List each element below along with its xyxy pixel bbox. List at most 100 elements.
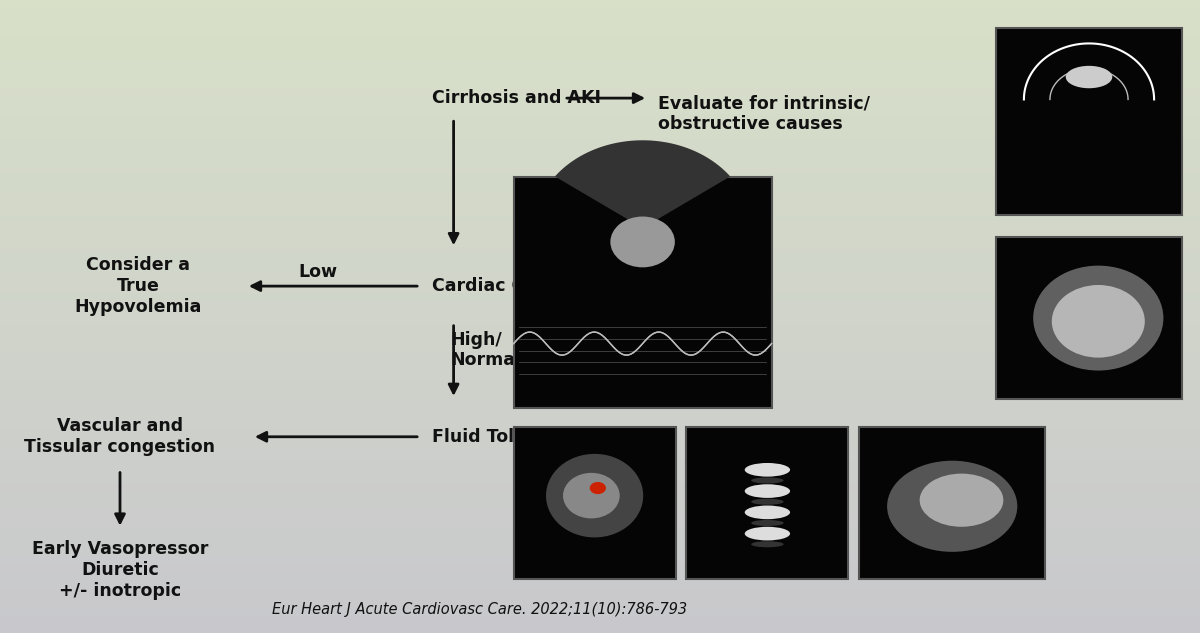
Bar — [0, 396, 1200, 399]
Ellipse shape — [745, 527, 790, 541]
Bar — [0, 434, 1200, 437]
Bar — [0, 177, 1200, 180]
Bar — [0, 47, 1200, 51]
Bar — [0, 146, 1200, 149]
Bar — [0, 168, 1200, 171]
Bar — [0, 567, 1200, 570]
Ellipse shape — [887, 461, 1018, 552]
Bar — [0, 291, 1200, 294]
Bar — [0, 225, 1200, 228]
Bar — [0, 316, 1200, 320]
Ellipse shape — [1033, 266, 1163, 370]
Bar — [0, 446, 1200, 449]
Bar — [0, 269, 1200, 272]
Bar — [0, 16, 1200, 19]
Bar — [0, 35, 1200, 38]
Text: Fluid Tolerance: Fluid Tolerance — [432, 428, 581, 446]
Bar — [0, 424, 1200, 427]
Bar — [0, 149, 1200, 152]
Bar — [0, 95, 1200, 98]
Bar — [0, 541, 1200, 544]
Bar — [0, 6, 1200, 9]
Bar — [0, 462, 1200, 465]
Bar — [0, 60, 1200, 63]
Bar — [0, 203, 1200, 206]
Bar — [0, 503, 1200, 506]
Bar — [0, 253, 1200, 256]
Bar — [0, 475, 1200, 478]
Bar — [0, 51, 1200, 54]
Bar — [0, 184, 1200, 187]
Bar — [0, 285, 1200, 288]
Bar — [0, 25, 1200, 28]
Bar — [0, 484, 1200, 487]
Bar — [0, 551, 1200, 554]
Ellipse shape — [751, 520, 784, 526]
Bar — [0, 123, 1200, 127]
Bar — [0, 158, 1200, 161]
Bar — [0, 418, 1200, 421]
Bar — [0, 342, 1200, 345]
Bar — [0, 335, 1200, 339]
Bar — [0, 538, 1200, 541]
Bar — [0, 190, 1200, 193]
Bar — [0, 212, 1200, 215]
Bar — [0, 307, 1200, 310]
Bar — [0, 139, 1200, 142]
Text: Eur Heart J Acute Cardiovasc Care. 2022;11(10):786-793: Eur Heart J Acute Cardiovasc Care. 2022;… — [272, 602, 688, 617]
Bar — [0, 320, 1200, 323]
Bar — [0, 101, 1200, 104]
Bar — [0, 22, 1200, 25]
Ellipse shape — [1066, 66, 1112, 88]
Bar — [0, 215, 1200, 218]
Bar — [0, 108, 1200, 111]
Bar — [0, 472, 1200, 475]
Bar — [0, 380, 1200, 383]
Ellipse shape — [745, 463, 790, 477]
Bar — [0, 532, 1200, 535]
Bar — [0, 120, 1200, 123]
Bar — [0, 456, 1200, 459]
Bar — [514, 177, 772, 408]
Bar — [0, 624, 1200, 627]
Bar — [0, 386, 1200, 389]
Ellipse shape — [611, 216, 674, 267]
Bar — [0, 586, 1200, 589]
Bar — [0, 133, 1200, 136]
Bar — [0, 275, 1200, 279]
Bar — [0, 196, 1200, 199]
Bar — [0, 294, 1200, 298]
Bar — [0, 234, 1200, 237]
Bar — [0, 358, 1200, 361]
Text: Consider a
True
Hypovolemia: Consider a True Hypovolemia — [74, 256, 202, 316]
Bar — [0, 329, 1200, 332]
Ellipse shape — [1051, 285, 1145, 358]
Ellipse shape — [745, 506, 790, 519]
Bar — [0, 361, 1200, 364]
Bar — [0, 19, 1200, 22]
Bar — [0, 617, 1200, 620]
Bar — [0, 389, 1200, 392]
Polygon shape — [554, 141, 731, 228]
Ellipse shape — [751, 541, 784, 548]
Bar — [514, 427, 676, 579]
Bar — [0, 440, 1200, 443]
Bar — [0, 63, 1200, 66]
Bar — [0, 0, 1200, 3]
Bar — [0, 66, 1200, 70]
Bar — [0, 76, 1200, 79]
Bar — [0, 570, 1200, 573]
Text: High/
Normal: High/ Normal — [450, 330, 521, 370]
Bar — [0, 516, 1200, 519]
Bar — [0, 348, 1200, 351]
Bar — [0, 506, 1200, 510]
Bar — [0, 579, 1200, 582]
Bar — [0, 85, 1200, 89]
Bar — [0, 630, 1200, 633]
Ellipse shape — [589, 482, 606, 494]
Bar — [0, 161, 1200, 165]
Bar — [0, 525, 1200, 529]
Bar — [0, 497, 1200, 500]
Bar — [0, 430, 1200, 434]
Bar — [0, 282, 1200, 285]
